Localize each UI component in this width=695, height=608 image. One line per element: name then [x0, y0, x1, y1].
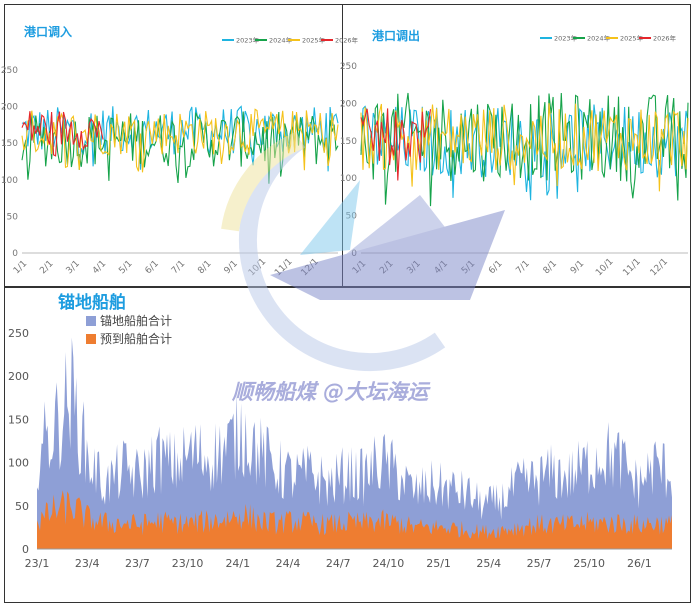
x-tick-label: 24/4	[276, 557, 301, 570]
x-tick-label: 9/1	[223, 259, 240, 276]
area-expected-arrivals	[37, 490, 672, 549]
series-line-2025年	[360, 103, 689, 192]
y-tick-label: 250	[1, 66, 18, 76]
anchorage-plot: 0 50 100 150 200 250 23/1 23/4 23/7 23/10 24/1 24/4…	[8, 313, 672, 570]
x-tick-label: 25/7	[527, 557, 552, 570]
x-tick-label: 6/1	[487, 259, 504, 276]
x-tick-label: 6/1	[144, 259, 161, 276]
x-tick-label: 23/7	[125, 557, 150, 570]
x-tick-label: 23/1	[25, 557, 50, 570]
watermark-sail-1	[300, 180, 360, 255]
legend-label: 2024年	[269, 36, 293, 45]
x-tick-label: 8/1	[542, 259, 559, 276]
x-tick-label: 25/4	[476, 557, 501, 570]
legend-label: 预到船舶合计	[100, 331, 172, 346]
watermark-text: 顺畅船煤 @大坛海运	[231, 380, 431, 404]
inflow-plot: 0 50 100 150 200 250 1/1 2/1 3/1 4/1 5/1 6/1 7/1 8/1 9…	[1, 36, 359, 279]
series-line-2024年	[21, 111, 339, 184]
legend-label: 锚地船舶合计	[100, 313, 172, 328]
x-tick-label: 2/1	[38, 259, 55, 276]
x-tick-label: 1/1	[12, 259, 29, 276]
x-tick-label: 24/10	[373, 557, 405, 570]
panel-frame-outflow	[342, 4, 691, 288]
area-anchorage-total	[37, 337, 672, 549]
legend-label: 2024年	[587, 34, 611, 43]
x-tick-label: 11/1	[621, 257, 642, 278]
watermark-hull	[270, 210, 505, 300]
inflow-title: 港口调入	[24, 24, 72, 39]
x-tick-label: 24/1	[225, 557, 250, 570]
y-tick-label: 100	[8, 457, 29, 470]
x-tick-label: 7/1	[170, 259, 187, 276]
y-tick-label: 200	[8, 370, 29, 383]
watermark-logo	[221, 131, 505, 372]
x-tick-label: 7/1	[514, 259, 531, 276]
outflow-title: 港口调出	[372, 28, 420, 43]
watermark-ring	[238, 132, 446, 372]
x-tick-label: 10/1	[594, 257, 615, 278]
y-tick-label: 150	[8, 413, 29, 426]
legend-label: 2026年	[653, 34, 677, 43]
legend-label: 2023年	[236, 36, 260, 45]
y-tick-label: 0	[22, 543, 29, 556]
series-line-2024年	[360, 92, 689, 207]
x-tick-label: 5/1	[117, 259, 134, 276]
legend-label: 2023年	[554, 34, 578, 43]
y-tick-label: 50	[15, 500, 29, 513]
x-tick-label: 26/1	[627, 557, 652, 570]
x-tick-label: 23/10	[172, 557, 204, 570]
legend-label: 2026年	[335, 36, 359, 45]
x-tick-label: 24/7	[326, 557, 351, 570]
y-tick-label: 100	[340, 174, 357, 184]
legend-label: 2025年	[302, 36, 326, 45]
y-tick-label: 250	[340, 62, 357, 72]
x-tick-label: 25/1	[426, 557, 451, 570]
x-tick-label: 8/1	[196, 259, 213, 276]
x-tick-label: 25/10	[573, 557, 605, 570]
series-line-2025年	[21, 108, 339, 173]
x-tick-label: 4/1	[91, 259, 108, 276]
anchorage-title: 锚地船舶	[58, 292, 126, 313]
y-tick-label: 0	[12, 249, 18, 259]
legend-swatch	[86, 316, 96, 326]
y-tick-label: 150	[1, 139, 18, 149]
series-line-2026年	[360, 108, 432, 181]
x-tick-label: 9/1	[569, 259, 586, 276]
y-tick-label: 200	[1, 103, 18, 113]
y-tick-label: 100	[1, 176, 18, 186]
y-tick-label: 150	[340, 137, 357, 147]
series-line-2026年	[21, 111, 104, 157]
y-tick-label: 250	[8, 327, 29, 340]
y-tick-label: 50	[7, 212, 19, 222]
watermark-ring-accent	[221, 131, 304, 232]
legend-label: 2025年	[620, 34, 644, 43]
x-tick-label: 3/1	[65, 259, 82, 276]
series-line-2023年	[360, 104, 689, 201]
y-tick-label: 200	[340, 99, 357, 109]
x-tick-label: 12/1	[649, 257, 670, 278]
legend-swatch	[86, 334, 96, 344]
x-tick-label: 23/4	[75, 557, 100, 570]
